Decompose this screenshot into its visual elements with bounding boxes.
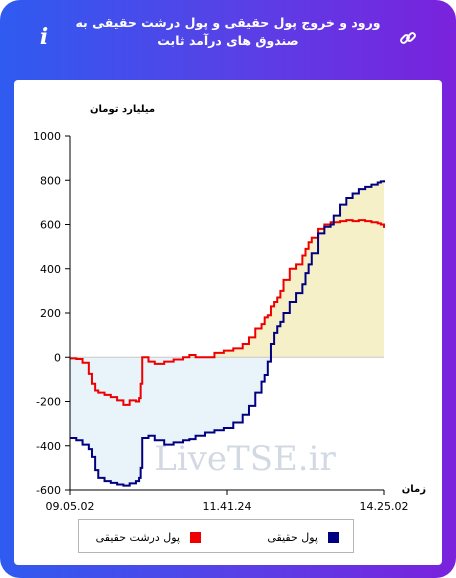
x-tick-label: 09.05.02 [46,500,95,513]
legend-swatch-big-real-money [190,531,201,543]
y-tick-label: 400 [40,263,61,276]
watermark: LiveTSE.ir [154,439,336,479]
y-tick-label: -200 [36,396,61,409]
y-tick-label: 200 [40,307,61,320]
chart-legend: پول حقیقی پول درشت حقیقی [78,519,354,553]
legend-label-real-money: پول حقیقی [267,530,318,544]
series-line-big-real-money [70,219,385,406]
area-big-real-money-negative [70,357,384,405]
y-axis-title: میلیارد تومان [90,104,155,115]
y-tick-label: 800 [40,174,61,187]
series-line-real-money [70,180,385,487]
legend-label-big-real-money: پول درشت حقیقی [95,530,180,544]
chart-panel: LiveTSE.ir 1000 800 600 400 200 0 -200 -400 -600 0… [14,80,442,565]
legend-swatch-real-money [328,531,339,543]
y-tick-label: -400 [36,440,61,453]
chart-title: ورود و خروج پول حقیقی و پول درشت حقیقی ب… [75,15,381,48]
widget-header: ورود و خروج پول حقیقی و پول درشت حقیقی ب… [0,0,456,80]
chart-canvas: LiveTSE.ir 1000 800 600 400 200 0 -200 -400 -600 0… [33,104,426,513]
x-tick-label: 11.41.24 [203,500,252,513]
info-icon[interactable]: i [39,24,49,50]
link-icon[interactable] [398,28,418,48]
legend-item-big-real-money[interactable]: پول درشت حقیقی [96,529,201,545]
x-tick-label: 14.25.02 [360,500,409,513]
y-tick-label: 600 [40,219,61,232]
y-tick-label: -600 [36,484,61,497]
area-real-money-negative [70,357,384,486]
y-tick-label: 0 [54,351,61,364]
y-tick-label: 1000 [33,130,61,143]
x-axis-title: زمان [402,484,426,495]
legend-item-real-money[interactable]: پول حقیقی [267,529,339,545]
